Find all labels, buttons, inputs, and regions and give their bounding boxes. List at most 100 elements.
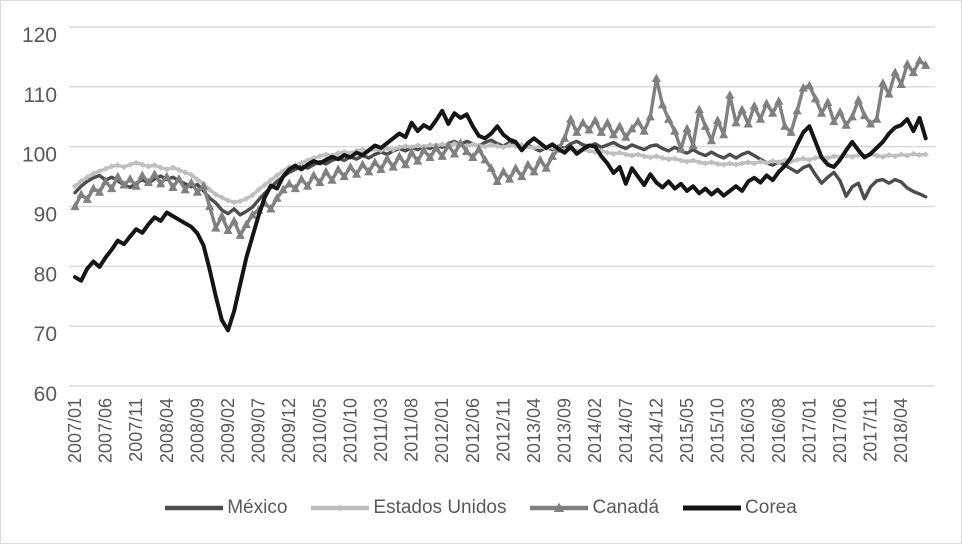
triangle-marker bbox=[70, 201, 80, 211]
triangle-marker bbox=[107, 183, 117, 193]
triangle-marker bbox=[437, 151, 447, 160]
diamond-marker bbox=[696, 159, 703, 166]
diamond-marker bbox=[194, 176, 201, 183]
x-axis-tick-label: 2008/04 bbox=[157, 398, 177, 463]
triangle-marker bbox=[511, 163, 521, 172]
triangle-marker bbox=[174, 173, 184, 183]
legend-item-mexico: México bbox=[165, 497, 287, 519]
diamond-marker bbox=[163, 166, 170, 173]
x-axis-tick-label: 2018/04 bbox=[891, 398, 911, 463]
triangle-marker bbox=[829, 116, 839, 126]
x-axis-tick-label: 2012/06 bbox=[463, 398, 483, 463]
diamond-marker bbox=[237, 198, 244, 205]
triangle-marker bbox=[743, 118, 753, 128]
diamond-marker bbox=[769, 157, 776, 165]
diamond-marker bbox=[904, 152, 911, 159]
triangle-marker bbox=[817, 108, 827, 117]
triangle-marker bbox=[119, 179, 129, 189]
triangle-marker bbox=[566, 114, 576, 123]
x-axis-tick-label: 2011/08 bbox=[402, 398, 422, 462]
triangle-marker bbox=[217, 211, 227, 220]
diamond-marker bbox=[451, 140, 458, 147]
triangle-marker bbox=[400, 159, 411, 169]
diamond-marker bbox=[879, 153, 886, 160]
diamond-marker bbox=[243, 195, 250, 202]
diamond-marker bbox=[757, 158, 764, 165]
triangle-marker bbox=[841, 120, 851, 129]
triangle-marker bbox=[884, 89, 894, 98]
diamond-marker bbox=[849, 153, 856, 160]
triangle-marker bbox=[908, 67, 919, 77]
y-axis-tick-label: 120 bbox=[22, 24, 57, 47]
diamond-marker bbox=[659, 154, 666, 162]
legend-swatch-corea bbox=[683, 505, 742, 511]
diamond-marker bbox=[720, 161, 727, 168]
triangle-marker bbox=[302, 181, 313, 190]
diamond-marker bbox=[390, 146, 397, 153]
legend-item-canada: Canadá bbox=[530, 497, 659, 519]
diamond-marker bbox=[806, 156, 813, 163]
triangle-marker bbox=[761, 98, 772, 108]
diamond-marker bbox=[604, 149, 611, 156]
triangle-marker bbox=[914, 55, 925, 65]
x-axis-tick-label: 2012/01 bbox=[432, 398, 452, 463]
triangle-marker bbox=[388, 162, 398, 171]
diamond-marker bbox=[182, 169, 189, 176]
triangle-marker bbox=[156, 178, 166, 188]
diamond-marker bbox=[341, 148, 348, 156]
triangle-marker bbox=[584, 124, 594, 134]
diamond-marker bbox=[530, 144, 538, 151]
triangle-marker bbox=[88, 183, 98, 193]
triangle-marker bbox=[333, 164, 343, 174]
diamond-marker bbox=[96, 168, 103, 175]
x-axis-tick-label: 2015/05 bbox=[677, 398, 697, 463]
diamond-marker bbox=[218, 194, 225, 201]
triangle-marker bbox=[198, 181, 209, 190]
diamond-marker bbox=[175, 166, 183, 174]
x-axis-tick-label: 2010/10 bbox=[340, 398, 360, 463]
triangle-marker bbox=[749, 100, 759, 110]
triangle-marker bbox=[541, 163, 551, 172]
triangle-marker bbox=[547, 151, 557, 160]
x-axis-tick-label: 2010/05 bbox=[310, 398, 330, 463]
diamond-marker bbox=[812, 154, 819, 162]
triangle-marker bbox=[468, 152, 478, 162]
triangle-marker bbox=[700, 121, 710, 130]
triangle-marker bbox=[455, 138, 466, 147]
triangle-marker bbox=[339, 171, 349, 181]
x-axis-tick-label: 2014/12 bbox=[646, 398, 666, 463]
diamond-marker bbox=[114, 162, 121, 169]
diamond-marker bbox=[488, 141, 495, 148]
triangle-marker bbox=[419, 145, 429, 154]
triangle-marker bbox=[804, 80, 814, 90]
x-axis-tick-label: 2016/03 bbox=[738, 398, 758, 463]
x-axis-tick-label: 2009/02 bbox=[218, 398, 238, 463]
triangle-marker bbox=[364, 166, 374, 176]
triangle-marker bbox=[492, 176, 502, 185]
diamond-marker bbox=[690, 157, 697, 164]
diamond-marker bbox=[794, 156, 801, 163]
diamond-marker bbox=[439, 141, 446, 148]
triangle-marker bbox=[798, 83, 808, 92]
triangle-marker bbox=[382, 153, 392, 163]
x-axis-tick-label: 2012/11 bbox=[493, 398, 513, 462]
diamond-marker bbox=[414, 142, 421, 149]
diamond-marker bbox=[359, 146, 366, 153]
y-axis-tick-label: 110 bbox=[24, 84, 57, 107]
x-axis-tick-label: 2017/01 bbox=[799, 398, 819, 463]
legend-swatch-canada bbox=[530, 502, 589, 512]
x-axis-tick-label: 2016/08 bbox=[769, 398, 789, 463]
diamond-marker bbox=[469, 141, 476, 148]
triangle-marker bbox=[137, 170, 147, 179]
triangle-marker bbox=[645, 111, 655, 121]
diamond-marker bbox=[653, 153, 660, 160]
diamond-marker bbox=[426, 141, 434, 148]
diamond-marker bbox=[922, 151, 929, 158]
diamond-marker bbox=[763, 159, 770, 166]
triangle-marker bbox=[590, 115, 600, 124]
triangle-marker bbox=[266, 203, 276, 213]
diamond-marker bbox=[347, 150, 354, 157]
triangle-marker bbox=[560, 133, 570, 142]
triangle-marker bbox=[486, 163, 496, 172]
diamond-marker bbox=[224, 197, 232, 204]
